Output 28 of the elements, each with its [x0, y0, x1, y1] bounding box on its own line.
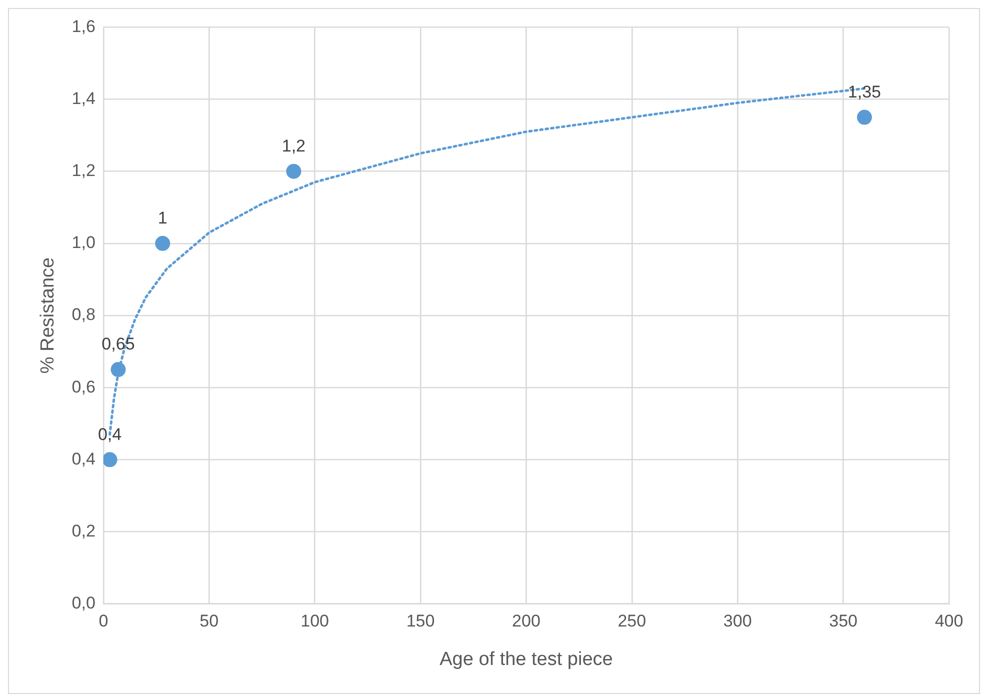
data-label: 1 [158, 208, 168, 228]
x-tick-label: 100 [300, 612, 330, 631]
x-tick-label: 150 [406, 612, 435, 631]
point [155, 236, 170, 251]
y-tick-label: 1,2 [72, 161, 96, 180]
data-label: 1,35 [848, 82, 881, 102]
x-tick-label: 350 [829, 612, 858, 631]
x-tick-label: 300 [723, 612, 752, 631]
y-tick-label: 1,0 [72, 233, 96, 252]
data-label: 0,4 [98, 424, 122, 444]
y-tick-label: 1,4 [72, 88, 96, 108]
x-tick-label: 50 [200, 612, 219, 631]
y-tick-label: 0,2 [72, 521, 96, 540]
y-tick-label: 0,8 [72, 305, 96, 324]
y-tick-label: 0,0 [72, 593, 96, 612]
y-tick-label: 0,4 [72, 449, 96, 468]
point [103, 452, 118, 468]
x-tick-label: 200 [512, 612, 540, 631]
x-tick-label: 0 [98, 612, 108, 631]
x-tick-label: 250 [618, 612, 646, 631]
y-tick-label: 1,6 [72, 16, 96, 36]
y-axis-title: % Resistance [38, 257, 59, 374]
data-label: 1,2 [282, 136, 306, 156]
point [856, 110, 872, 125]
x-tick-label: 400 [934, 612, 964, 631]
point [286, 164, 302, 179]
x-axis-title: Age of the test piece [440, 648, 613, 670]
y-tick-label: 0,6 [72, 377, 96, 396]
